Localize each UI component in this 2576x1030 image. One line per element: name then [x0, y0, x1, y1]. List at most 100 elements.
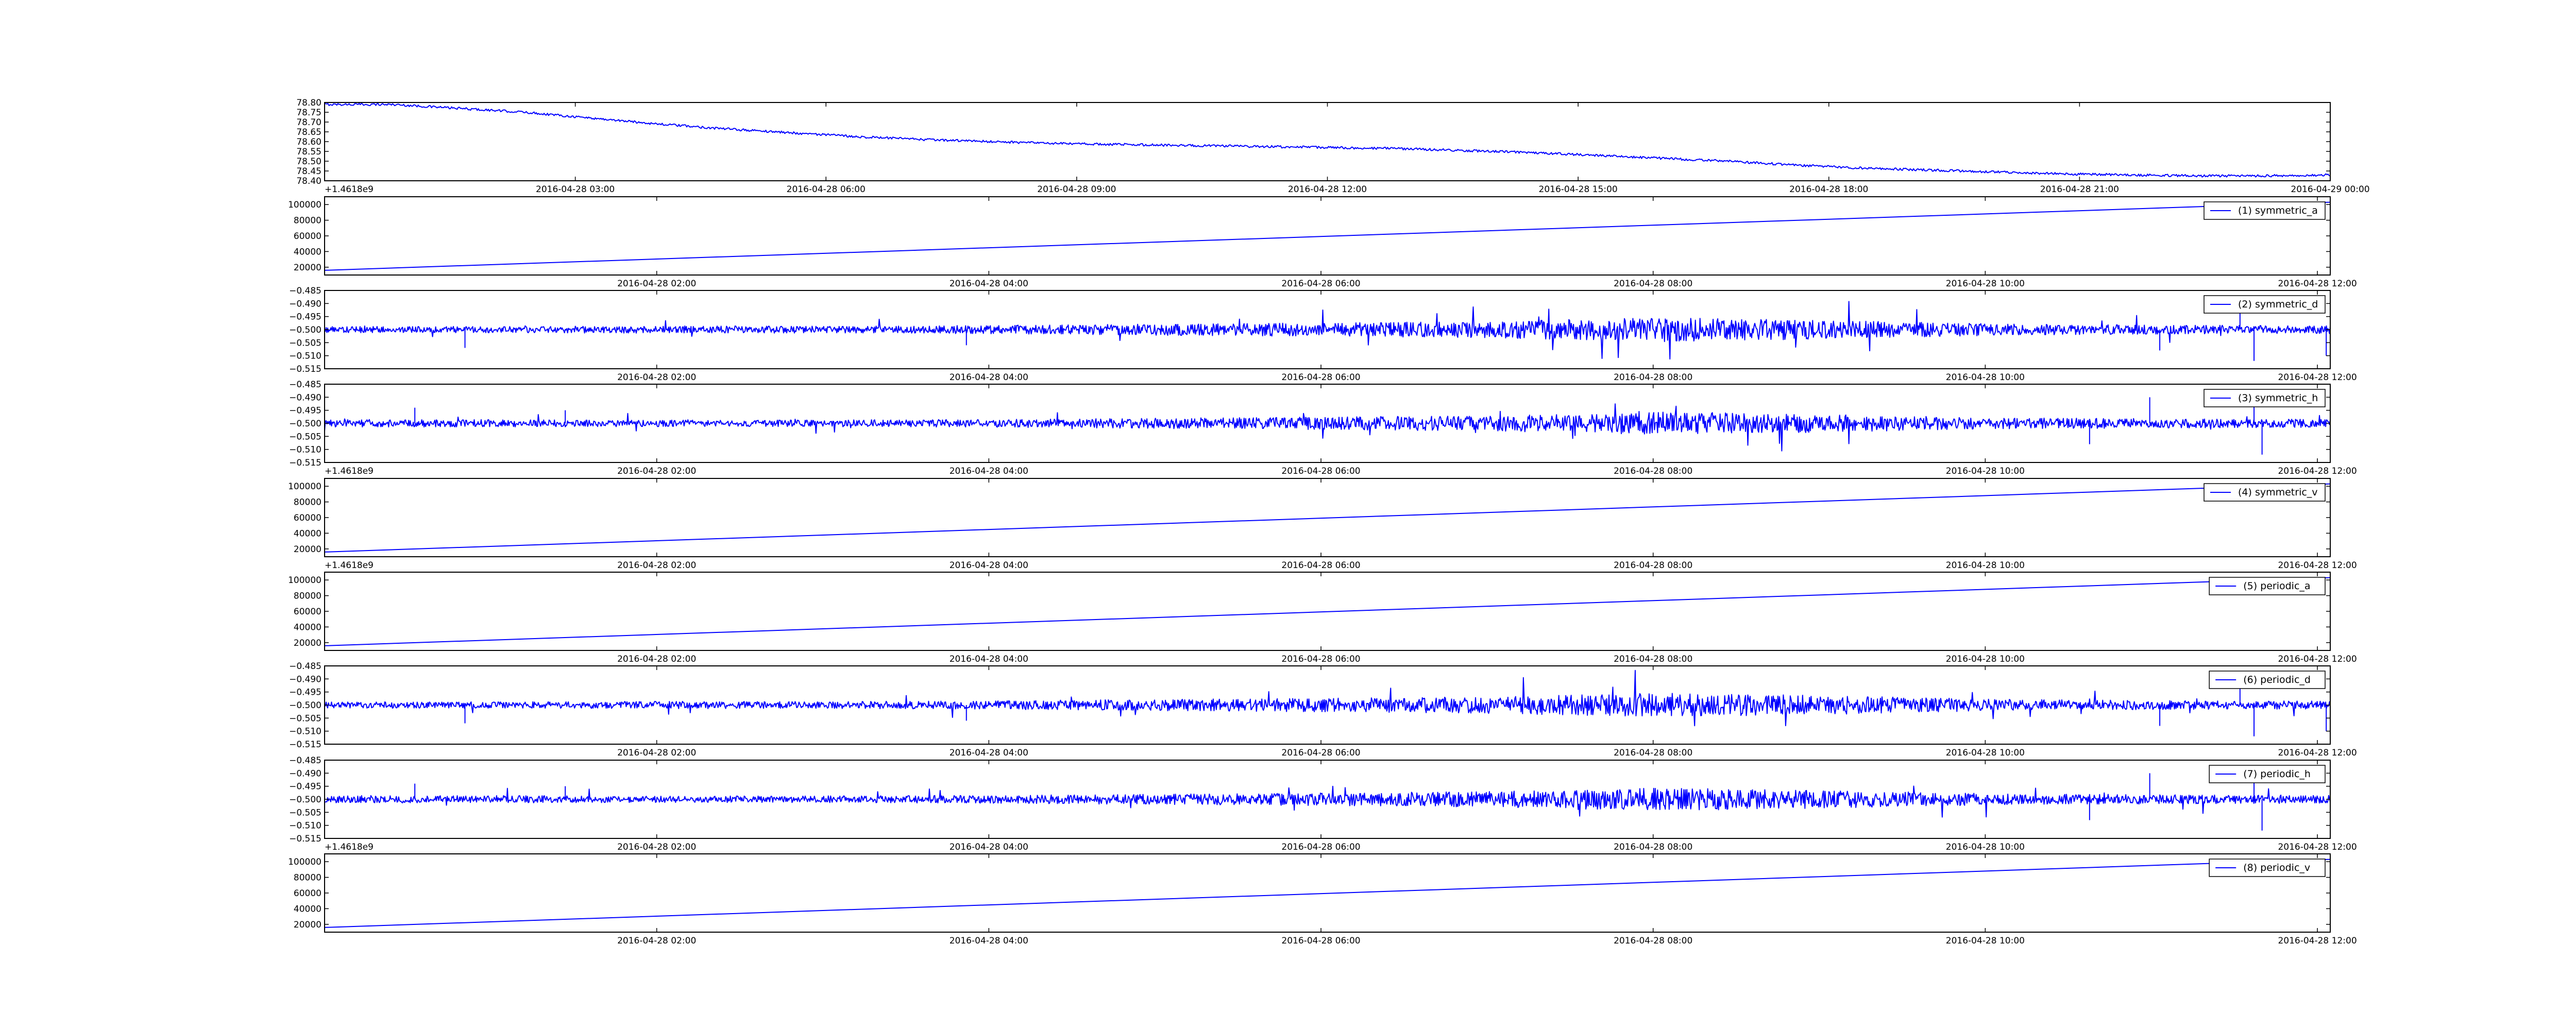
y-tick-label: 78.55 [296, 147, 321, 157]
x-tick-label: 2016-04-28 15:00 [1539, 184, 1618, 195]
x-tick-label: 2016-04-28 12:00 [2278, 372, 2357, 383]
subplot-6: 20000 40000 60000 80000 100000 2016-04-28 02:… [288, 572, 2357, 664]
x-tick-label: 2016-04-28 02:00 [617, 466, 696, 476]
x-tick-label: 2016-04-28 10:00 [1946, 466, 2025, 476]
y-tick-label: 60000 [294, 513, 321, 523]
x-tick-label: 2016-04-29 00:00 [2291, 184, 2369, 195]
y-tick-label: −0.485 [289, 756, 321, 766]
x-tick-label: 2016-04-28 04:00 [950, 748, 1028, 758]
y-tick-label: 20000 [294, 544, 321, 555]
subplot-1: 78.4078.4578.5078.5578.6078.6578.7078.75… [296, 98, 2369, 195]
x-tick-label: 2016-04-28 12:00 [2278, 748, 2357, 758]
x-tick-label: 2016-04-28 08:00 [1614, 279, 1692, 289]
x-tick-label: 2016-04-28 12:00 [2278, 936, 2357, 946]
x-tick-label: 2016-04-28 21:00 [2040, 184, 2119, 195]
subplot-2: 20000 40000 60000 80000 100000 2016-04-28 02:… [288, 196, 2357, 289]
y-tick-label: −0.505 [289, 808, 321, 818]
series-line [325, 201, 2330, 271]
y-tick-label: 20000 [294, 263, 321, 273]
legend-label: (4) symmetric_v [2238, 487, 2318, 498]
y-tick-label: −0.500 [289, 795, 321, 805]
x-offset-text: +1.4618e9 [325, 560, 374, 571]
y-tick-label: −0.510 [289, 351, 321, 362]
x-tick-label: 2016-04-28 09:00 [1037, 184, 1116, 195]
x-tick-label: 2016-04-28 06:00 [1281, 748, 1360, 758]
x-tick-label: 2016-04-28 06:00 [787, 184, 866, 195]
y-tick-label: −0.500 [289, 325, 321, 335]
y-tick-label: −0.485 [289, 286, 321, 296]
y-tick-label: −0.500 [289, 700, 321, 711]
y-tick-label: −0.510 [289, 727, 321, 737]
x-tick-label: 2016-04-28 04:00 [950, 279, 1028, 289]
x-tick-label: 2016-04-28 10:00 [1946, 372, 2025, 383]
x-tick-label: 2016-04-28 10:00 [1946, 748, 2025, 758]
y-tick-label: −0.485 [289, 661, 321, 672]
x-tick-label: 2016-04-28 08:00 [1614, 936, 1692, 946]
x-tick-label: 2016-04-28 02:00 [617, 279, 696, 289]
y-tick-label: −0.510 [289, 821, 321, 831]
subplot-4: −0.515 −0.510 −0.505 −0.500 −0.495 −0.490 −0.4… [289, 380, 2357, 476]
y-tick-label: −0.495 [289, 406, 321, 416]
y-tick-label: 78.40 [296, 176, 321, 186]
x-tick-label: 2016-04-28 12:00 [2278, 560, 2357, 571]
legend-label: (1) symmetric_a [2238, 205, 2318, 216]
y-tick-label: −0.505 [289, 713, 321, 724]
x-offset-text: +1.4618e9 [325, 842, 374, 852]
x-offset-text: +1.4618e9 [325, 466, 374, 476]
x-tick-label: 2016-04-28 02:00 [617, 560, 696, 571]
y-tick-label: 60000 [294, 231, 321, 242]
y-tick-label: −0.490 [289, 768, 321, 779]
y-tick-label: 80000 [294, 873, 321, 883]
y-tick-label: 40000 [294, 622, 321, 632]
x-tick-label: 2016-04-28 06:00 [1281, 842, 1360, 852]
x-tick-label: 2016-04-28 04:00 [950, 654, 1028, 664]
x-tick-label: 2016-04-28 12:00 [2278, 654, 2357, 664]
x-tick-label: 2016-04-28 08:00 [1614, 748, 1692, 758]
x-tick-label: 2016-04-28 02:00 [617, 842, 696, 852]
x-tick-label: 2016-04-28 06:00 [1281, 279, 1360, 289]
legend-box [2204, 483, 2326, 502]
y-tick-label: 78.65 [296, 127, 321, 138]
series-line [325, 770, 2330, 831]
x-tick-label: 2016-04-28 08:00 [1614, 466, 1692, 476]
x-offset-text: +1.4618e9 [325, 184, 374, 195]
y-tick-label: −0.505 [289, 432, 321, 442]
x-tick-label: 2016-04-28 04:00 [950, 372, 1028, 383]
x-tick-label: 2016-04-28 10:00 [1946, 654, 2025, 664]
y-tick-label: −0.495 [289, 782, 321, 792]
y-tick-label: 60000 [294, 888, 321, 899]
y-tick-label: −0.505 [289, 338, 321, 348]
legend-label: (8) periodic_v [2243, 862, 2310, 873]
x-tick-label: 2016-04-28 02:00 [617, 654, 696, 664]
y-tick-label: 100000 [288, 200, 321, 210]
y-tick-label: −0.515 [289, 458, 321, 468]
y-tick-label: 40000 [294, 904, 321, 914]
x-tick-label: 2016-04-28 03:00 [536, 184, 615, 195]
subplot-8: −0.515 −0.510 −0.505 −0.500 −0.495 −0.490 −0.4… [289, 756, 2357, 852]
x-tick-label: 2016-04-28 08:00 [1614, 654, 1692, 664]
x-tick-label: 2016-04-28 04:00 [950, 936, 1028, 946]
series-line [325, 483, 2330, 553]
subplot-5: 20000 40000 60000 80000 100000 2016-04-28 02:… [288, 478, 2357, 571]
subplot-9: 20000 40000 60000 80000 100000 2016-04-28 02:… [288, 853, 2357, 946]
y-tick-label: 20000 [294, 920, 321, 930]
y-tick-label: −0.490 [289, 674, 321, 684]
y-tick-label: 100000 [288, 482, 321, 492]
x-tick-label: 2016-04-28 10:00 [1946, 560, 2025, 571]
x-tick-label: 2016-04-28 08:00 [1614, 560, 1692, 571]
x-tick-label: 2016-04-28 04:00 [950, 560, 1028, 571]
y-tick-label: 78.75 [296, 108, 321, 118]
legend-label: (7) periodic_h [2243, 768, 2311, 780]
x-tick-label: 2016-04-28 06:00 [1281, 936, 1360, 946]
y-tick-label: 40000 [294, 247, 321, 257]
x-tick-label: 2016-04-28 12:00 [1288, 184, 1367, 195]
x-tick-label: 2016-04-28 10:00 [1946, 842, 2025, 852]
series-line [325, 102, 2330, 178]
y-tick-label: 78.60 [296, 137, 321, 147]
y-tick-label: −0.515 [289, 740, 321, 750]
x-tick-label: 2016-04-28 02:00 [617, 936, 696, 946]
y-tick-label: −0.495 [289, 312, 321, 322]
legend: (4) symmetric_v [2204, 483, 2326, 502]
x-tick-label: 2016-04-28 18:00 [1789, 184, 1868, 195]
